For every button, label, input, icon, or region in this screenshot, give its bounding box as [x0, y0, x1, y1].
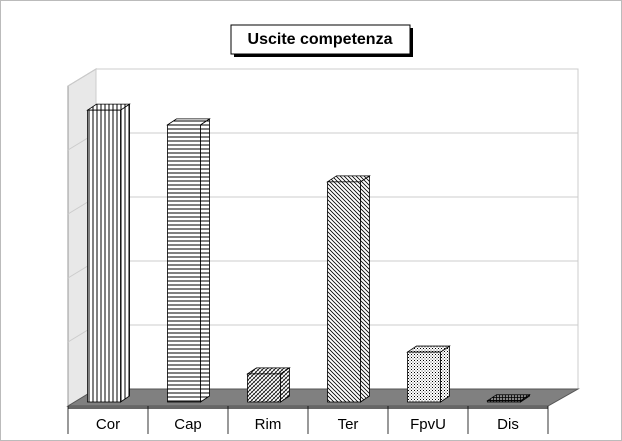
x-tick-label: Dis: [497, 416, 519, 433]
bar-side: [440, 345, 450, 403]
bar-front: [247, 373, 281, 403]
chart-title: Uscite competenza: [248, 31, 393, 48]
bar-side: [360, 175, 370, 403]
bar-front: [487, 400, 521, 403]
x-tick-label: Cap: [174, 416, 202, 433]
bar-front: [167, 124, 201, 403]
bar-front: [407, 351, 441, 403]
grid-line: [67, 68, 578, 87]
bar: [406, 345, 451, 403]
title-shadow: [410, 28, 413, 57]
bar-side: [200, 118, 210, 403]
title-shadow: [234, 54, 413, 57]
bar: [166, 118, 211, 403]
bar-front: [87, 109, 121, 403]
bar: [486, 393, 531, 403]
bar: [246, 367, 291, 403]
bar: [86, 103, 131, 403]
bar: [326, 175, 371, 403]
x-tick-label: FpvU: [410, 416, 446, 433]
x-tick-label: Rim: [255, 416, 282, 433]
x-tick-label: Ter: [338, 416, 359, 433]
bar-front: [327, 181, 361, 403]
x-tick-label: Cor: [96, 416, 120, 433]
bar-side: [120, 103, 130, 403]
